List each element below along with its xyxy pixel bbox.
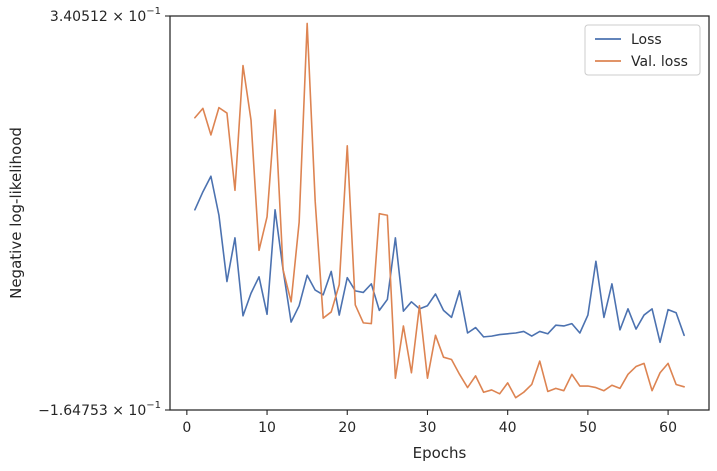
series-line-loss (194, 175, 685, 344)
x-tick-label: 0 (182, 420, 191, 436)
y-tick-label: 3.40512 × 10−1 (50, 6, 161, 25)
x-axis: 0 10 20 30 40 50 60 (182, 410, 677, 436)
legend-box (584, 24, 701, 76)
series-layer (194, 22, 685, 399)
y-tick-label: −1.64753 × 10−1 (38, 400, 161, 419)
plot-frame (169, 15, 710, 411)
series-line-val-loss (194, 22, 685, 399)
legend: Loss Val. loss (584, 24, 701, 76)
y-axis-label: Negative log-likelihood (7, 127, 25, 299)
x-tick-label: 30 (419, 420, 437, 436)
legend-label: Loss (631, 32, 662, 48)
x-tick-label: 60 (659, 420, 677, 436)
legend-label: Val. loss (631, 54, 688, 70)
x-tick-label: 50 (579, 420, 597, 436)
x-tick-label: 40 (499, 420, 517, 436)
x-tick-label: 20 (338, 420, 356, 436)
y-axis: 3.40512 × 10−1 −1.64753 × 10−1 (38, 6, 170, 419)
x-axis-label: Epochs (413, 444, 467, 462)
x-tick-label: 10 (258, 420, 276, 436)
